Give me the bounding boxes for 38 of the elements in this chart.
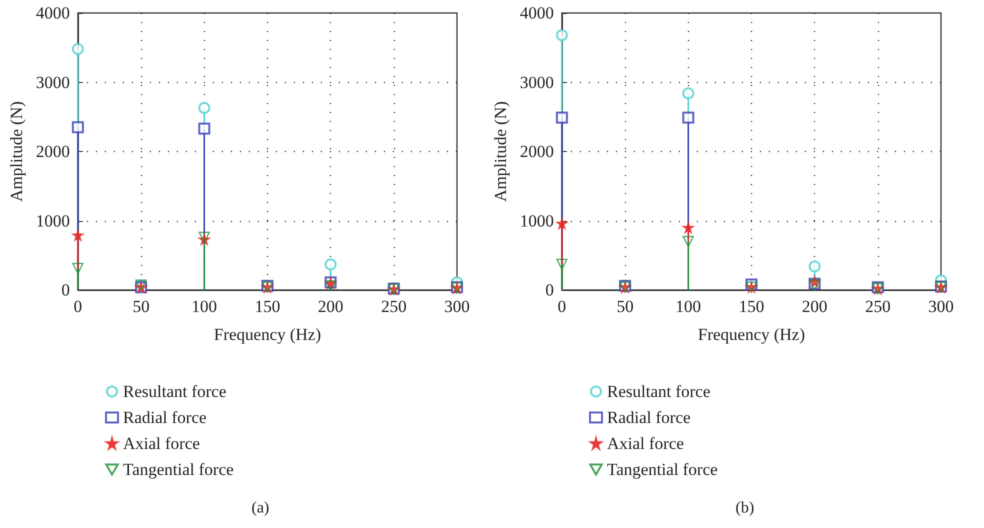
text: (b) (736, 500, 754, 516)
y-tick-label: 2000 (520, 142, 554, 161)
y-axis-title: Amplitude (N) (491, 101, 510, 202)
legend-label: Axial force (123, 434, 200, 453)
legend-label: Tangential force (123, 460, 234, 479)
x-tick-label: 50 (132, 297, 150, 316)
x-tick-label: 0 (74, 297, 82, 316)
x-tick-label: 200 (802, 297, 828, 316)
legend-label: Tangential force (607, 460, 718, 479)
y-tick-label: 4000 (520, 4, 554, 22)
y-tick-label: 1000 (36, 211, 70, 230)
legend-label: Resultant force (607, 382, 710, 401)
legend-label: Radial force (123, 408, 207, 427)
x-axis-title: Frequency (Hz) (214, 325, 322, 344)
y-tick-label: 3000 (520, 72, 554, 92)
y-tick-label: 0 (61, 280, 70, 300)
x-axis-title: Frequency (Hz) (698, 325, 806, 344)
text: (a) (252, 500, 270, 516)
x-tick-label: 100 (192, 297, 218, 316)
legend-label: Radial force (607, 408, 691, 427)
y-tick-label: 2000 (36, 142, 70, 161)
x-tick-label: 250 (381, 297, 407, 316)
x-tick-label: 150 (738, 297, 764, 316)
x-tick-label: 300 (928, 297, 954, 316)
x-tick-label: 50 (616, 297, 634, 316)
legend-label: Axial force (607, 434, 684, 453)
x-tick-label: 0 (558, 297, 566, 316)
x-tick-label: 300 (444, 297, 470, 316)
x-tick-label: 250 (865, 297, 891, 316)
y-axis-title: Amplitude (N) (7, 101, 26, 202)
x-tick-label: 100 (676, 297, 702, 316)
x-tick-label: 150 (254, 297, 280, 316)
x-tick-label: 200 (318, 297, 344, 316)
y-tick-label: 4000 (36, 4, 70, 22)
y-tick-label: 1000 (520, 211, 554, 230)
y-tick-label: 0 (545, 280, 554, 300)
y-tick-label: 3000 (36, 72, 70, 92)
legend-label: Resultant force (123, 382, 226, 401)
